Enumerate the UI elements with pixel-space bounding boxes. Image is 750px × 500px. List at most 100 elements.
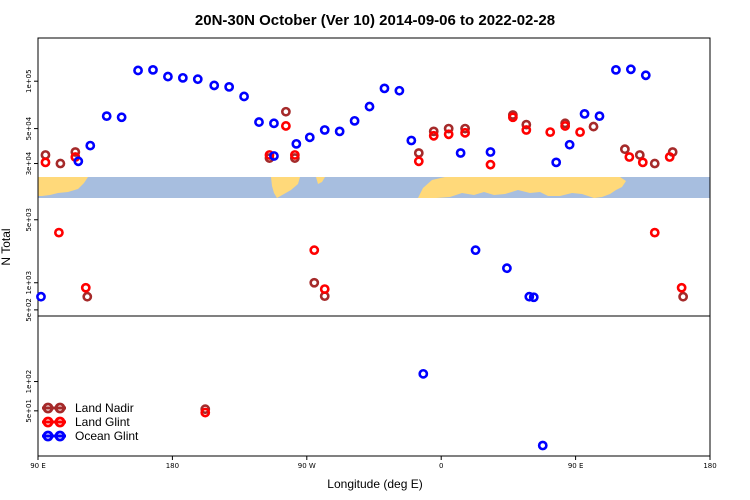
- ocean-glint-point: [564, 139, 575, 150]
- y-tick-label: 1e+03: [25, 271, 33, 295]
- x-tick-label: 90 W: [298, 462, 316, 470]
- ocean-glint-point: [334, 126, 345, 137]
- y-tick-label: 3e+04: [25, 151, 33, 175]
- ocean-glint-point: [101, 111, 112, 122]
- land-glint-point: [575, 127, 585, 138]
- ocean-glint-point: [224, 81, 235, 92]
- land-glint-point: [485, 159, 496, 170]
- land-nadir-point: [200, 404, 211, 415]
- ocean-glint-point: [394, 85, 405, 96]
- land-nadir-point: [428, 126, 439, 137]
- legend-label-land-nadir: Land Nadir: [75, 401, 134, 415]
- ocean-glint-point: [528, 292, 539, 303]
- land-nadir-point: [55, 158, 66, 169]
- ocean-glint-point: [209, 80, 220, 91]
- ocean-glint-point: [148, 64, 158, 75]
- chart-title: 20N-30N October (Ver 10) 2014-09-06 to 2…: [195, 12, 555, 29]
- ocean-glint-point: [551, 157, 562, 168]
- x-tick-label: 90 E: [30, 462, 46, 470]
- land-glint-point: [649, 227, 660, 238]
- y-tick-label: 1e+05: [25, 69, 33, 93]
- y-tick-label: 5e+03: [25, 208, 33, 232]
- land-glint-point: [280, 121, 291, 131]
- ocean-glint-point: [485, 147, 496, 157]
- legend-label-ocean-glint: Ocean Glint: [75, 429, 139, 443]
- land-nadir-point: [443, 123, 454, 134]
- ocean-glint-point: [625, 64, 636, 75]
- land-glint-point: [80, 282, 91, 293]
- ocean-glint-point: [254, 117, 264, 127]
- ocean-glint-point: [269, 118, 279, 129]
- land-africa-asia: [418, 177, 626, 198]
- land-glint-point: [289, 150, 300, 160]
- land-glint-point: [637, 157, 648, 168]
- ocean-glint-point: [364, 101, 375, 112]
- ocean-glint-point: [455, 148, 466, 158]
- plot-frame: [37, 37, 711, 457]
- ocean-glint-point: [192, 74, 203, 85]
- ocean-glint-point: [319, 125, 330, 135]
- ocean-glint-point: [594, 111, 605, 122]
- y-tick-label: 1e+02: [25, 370, 33, 394]
- ocean-glint-point: [579, 108, 590, 119]
- land-nadir-point: [649, 158, 660, 169]
- ocean-glint-point: [304, 132, 315, 143]
- ocean-glint-point: [537, 440, 548, 451]
- land-glint-point: [545, 127, 556, 138]
- land-glint-point: [560, 121, 571, 131]
- land-glint-point: [264, 150, 275, 160]
- x-tick-label: 90 E: [568, 462, 584, 470]
- land-nadir-point: [70, 147, 81, 157]
- land-nadir-point: [413, 148, 424, 158]
- land-nadir-point: [82, 291, 93, 302]
- y-tick-label: 5e+04: [25, 116, 33, 140]
- ocean-glint-point: [640, 70, 651, 81]
- land-glint-point: [413, 156, 424, 167]
- land-glint-point: [200, 407, 211, 418]
- land-north-america: [271, 177, 300, 198]
- ocean-glint-point: [239, 91, 249, 102]
- land-glint-point: [664, 152, 675, 162]
- x-tick-label: 0: [439, 462, 443, 470]
- land-nadir-point: [309, 277, 320, 288]
- land-nadir-point: [40, 150, 51, 160]
- x-tick-label: 180: [703, 462, 716, 470]
- ocean-glint-point: [269, 151, 279, 161]
- land-nadir-point: [521, 119, 532, 130]
- ocean-glint-point: [133, 65, 143, 76]
- ocean-glint-point: [85, 140, 96, 151]
- land-glint-point: [309, 245, 320, 256]
- land-nadir-point: [678, 291, 689, 302]
- world-map-strip: [38, 177, 710, 198]
- ocean-glint-point: [73, 156, 84, 167]
- land-glint-point: [443, 129, 454, 140]
- y-tick-label: 5e+01: [25, 399, 33, 423]
- ocean-glint-point: [349, 115, 360, 126]
- ocean-glint-point: [502, 263, 512, 274]
- ocean-glint-point: [163, 71, 173, 82]
- ocean-glint-point: [611, 64, 621, 75]
- land-glint-point: [624, 152, 635, 162]
- ocean-glint-point: [36, 291, 46, 302]
- land-mexico-coast: [316, 177, 325, 184]
- land-glint-point: [676, 282, 687, 293]
- land-glint-point: [319, 284, 330, 295]
- land-glint-point: [428, 130, 439, 141]
- y-axis-label: N Total: [0, 228, 13, 265]
- land-nadir-point: [588, 121, 599, 132]
- land-nadir-point: [460, 123, 470, 134]
- land-glint-point: [460, 127, 470, 138]
- x-tick-label: 180: [166, 462, 179, 470]
- ocean-glint-point: [291, 138, 302, 149]
- land-glint-point: [40, 157, 51, 168]
- ocean-glint-point: [406, 135, 417, 146]
- ocean-glint-point: [524, 291, 535, 302]
- legend-label-land-glint: Land Glint: [75, 415, 130, 429]
- land-glint-point: [521, 125, 532, 135]
- ocean-glint-point: [379, 83, 390, 94]
- land-asia-west-edge: [38, 177, 88, 196]
- land-glint-point: [54, 227, 64, 238]
- land-nadir-point: [619, 144, 630, 155]
- ocean-glint-point: [116, 112, 127, 123]
